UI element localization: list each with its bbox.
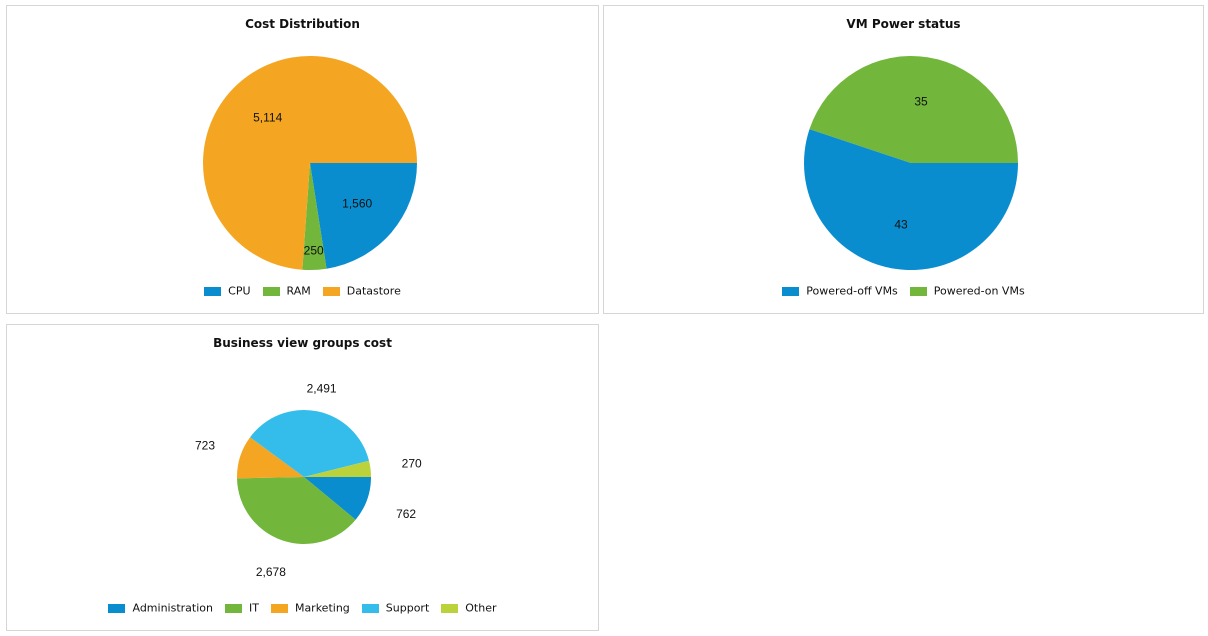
legend-swatch bbox=[204, 286, 222, 296]
vm-power-status-legend: Powered-off VMs Powered-on VMs bbox=[604, 284, 1203, 298]
chart-title: Cost Distribution bbox=[245, 17, 360, 31]
cost-distribution-legend: CPU RAM Datastore bbox=[7, 284, 598, 298]
legend-label: CPU bbox=[228, 284, 251, 298]
legend-swatch bbox=[270, 603, 288, 613]
legend-item-ram[interactable]: RAM bbox=[262, 284, 311, 298]
legend-swatch bbox=[224, 603, 242, 613]
cost-distribution-panel: Cost Distribution 1,560 250 5,114 CPU RAM Da… bbox=[6, 5, 599, 314]
data-label-powered-off-vms: 43 bbox=[894, 217, 908, 231]
legend-label: Powered-on VMs bbox=[933, 284, 1025, 298]
pie-slice-powered-on-vms[interactable] bbox=[809, 56, 1018, 163]
legend-label: Datastore bbox=[346, 284, 401, 298]
pie-slice-marketing[interactable] bbox=[236, 437, 304, 479]
data-label-administration: 762 bbox=[396, 507, 416, 521]
legend-item-cpu[interactable]: CPU bbox=[204, 284, 251, 298]
legend-swatch bbox=[441, 603, 459, 613]
pie-slice-administration[interactable] bbox=[304, 477, 371, 520]
legend-label: Support bbox=[385, 601, 430, 615]
business-view-groups-pie: 762 2,678 723 2,491 270 bbox=[195, 381, 422, 579]
legend-item-administration[interactable]: Administration bbox=[108, 601, 213, 615]
legend-label: Administration bbox=[132, 601, 213, 615]
legend-item-support[interactable]: Support bbox=[361, 601, 430, 615]
data-label-powered-on-vms: 35 bbox=[914, 95, 928, 109]
legend-item-other[interactable]: Other bbox=[441, 601, 497, 615]
business-view-groups-panel: Business view groups cost 762 2,678 723 2,4… bbox=[6, 324, 599, 631]
pie-slice-datastore[interactable] bbox=[202, 56, 417, 270]
pie-slice-ram[interactable] bbox=[302, 163, 327, 271]
data-label-marketing: 723 bbox=[195, 439, 215, 453]
pie-slice-cpu[interactable] bbox=[310, 163, 417, 269]
chart-title: Business view groups cost bbox=[213, 336, 392, 350]
business-view-groups-legend: Administration IT Marketing Support Other bbox=[7, 601, 598, 615]
legend-item-it[interactable]: IT bbox=[224, 601, 259, 615]
data-label-ram: 250 bbox=[304, 244, 324, 258]
data-label-it: 2,678 bbox=[256, 565, 286, 579]
legend-item-powered-off-vms[interactable]: Powered-off VMs bbox=[782, 284, 898, 298]
pie-slice-other[interactable] bbox=[304, 460, 371, 477]
cost-distribution-pie: 1,560 250 5,114 bbox=[202, 56, 417, 271]
legend-label: RAM bbox=[286, 284, 311, 298]
pie-slice-it[interactable] bbox=[237, 477, 356, 544]
legend-label: Other bbox=[465, 601, 497, 615]
legend-label: Marketing bbox=[294, 601, 350, 615]
chart-title: VM Power status bbox=[846, 17, 961, 31]
legend-label: Powered-off VMs bbox=[806, 284, 898, 298]
legend-swatch bbox=[262, 286, 280, 296]
data-label-cpu: 1,560 bbox=[342, 196, 372, 210]
pie-slice-support[interactable] bbox=[250, 409, 369, 477]
vm-power-status-panel: VM Power status 43 35 Powered-off VMs Powe… bbox=[603, 5, 1204, 314]
legend-item-datastore[interactable]: Datastore bbox=[322, 284, 401, 298]
pie-slice-powered-off-vms[interactable] bbox=[804, 129, 1018, 271]
legend-swatch bbox=[322, 286, 340, 296]
legend-item-powered-on-vms[interactable]: Powered-on VMs bbox=[909, 284, 1025, 298]
legend-swatch bbox=[108, 603, 126, 613]
legend-swatch bbox=[782, 286, 800, 296]
data-label-datastore: 5,114 bbox=[253, 111, 282, 125]
legend-label: IT bbox=[248, 601, 259, 615]
data-label-other: 270 bbox=[402, 457, 422, 471]
legend-swatch bbox=[909, 286, 927, 296]
vm-power-status-pie: 43 35 bbox=[804, 56, 1018, 271]
data-label-support: 2,491 bbox=[307, 381, 337, 395]
legend-item-marketing[interactable]: Marketing bbox=[270, 601, 350, 615]
legend-swatch bbox=[361, 603, 379, 613]
